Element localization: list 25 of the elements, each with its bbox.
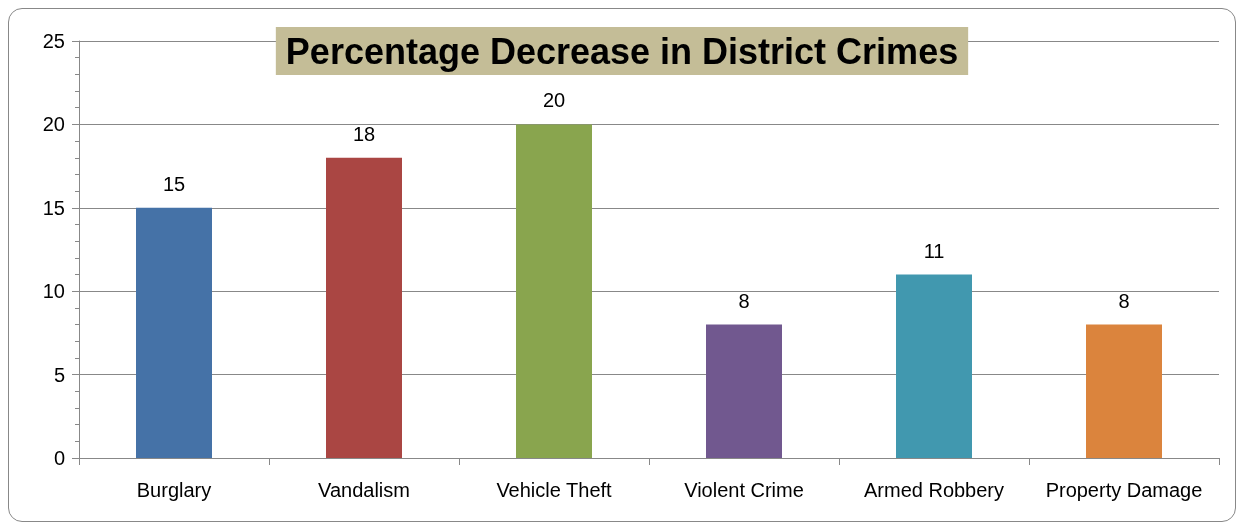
data-label: 15	[162, 172, 186, 195]
x-tick-label: Armed Robbery	[863, 479, 1005, 501]
y-tick-label: 5	[53, 363, 65, 386]
data-label: 11	[923, 239, 945, 262]
y-tick-label: 20	[42, 113, 65, 136]
x-tick-label: Burglary	[136, 479, 212, 501]
bar	[706, 324, 782, 458]
data-label: 20	[542, 89, 566, 112]
x-tick-label: Property Damage	[1045, 479, 1203, 501]
chart-title: Percentage Decrease in District Crimes	[285, 30, 959, 72]
y-tick-label: 15	[42, 196, 65, 219]
y-tick-label: 10	[42, 280, 65, 303]
x-tick-label: Vehicle Theft	[496, 479, 613, 501]
x-tick-label: Violent Crime	[684, 479, 804, 501]
bar	[326, 157, 402, 458]
y-tick-label: 25	[42, 30, 65, 52]
bar	[136, 207, 212, 458]
data-label: 18	[352, 122, 376, 145]
data-label: 8	[1118, 289, 1130, 312]
data-label: 8	[738, 289, 750, 312]
x-tick-label: Vandalism	[318, 479, 410, 501]
bar	[1086, 324, 1162, 458]
y-tick-label: 0	[53, 447, 65, 469]
bar	[896, 274, 972, 458]
bar	[516, 124, 592, 458]
